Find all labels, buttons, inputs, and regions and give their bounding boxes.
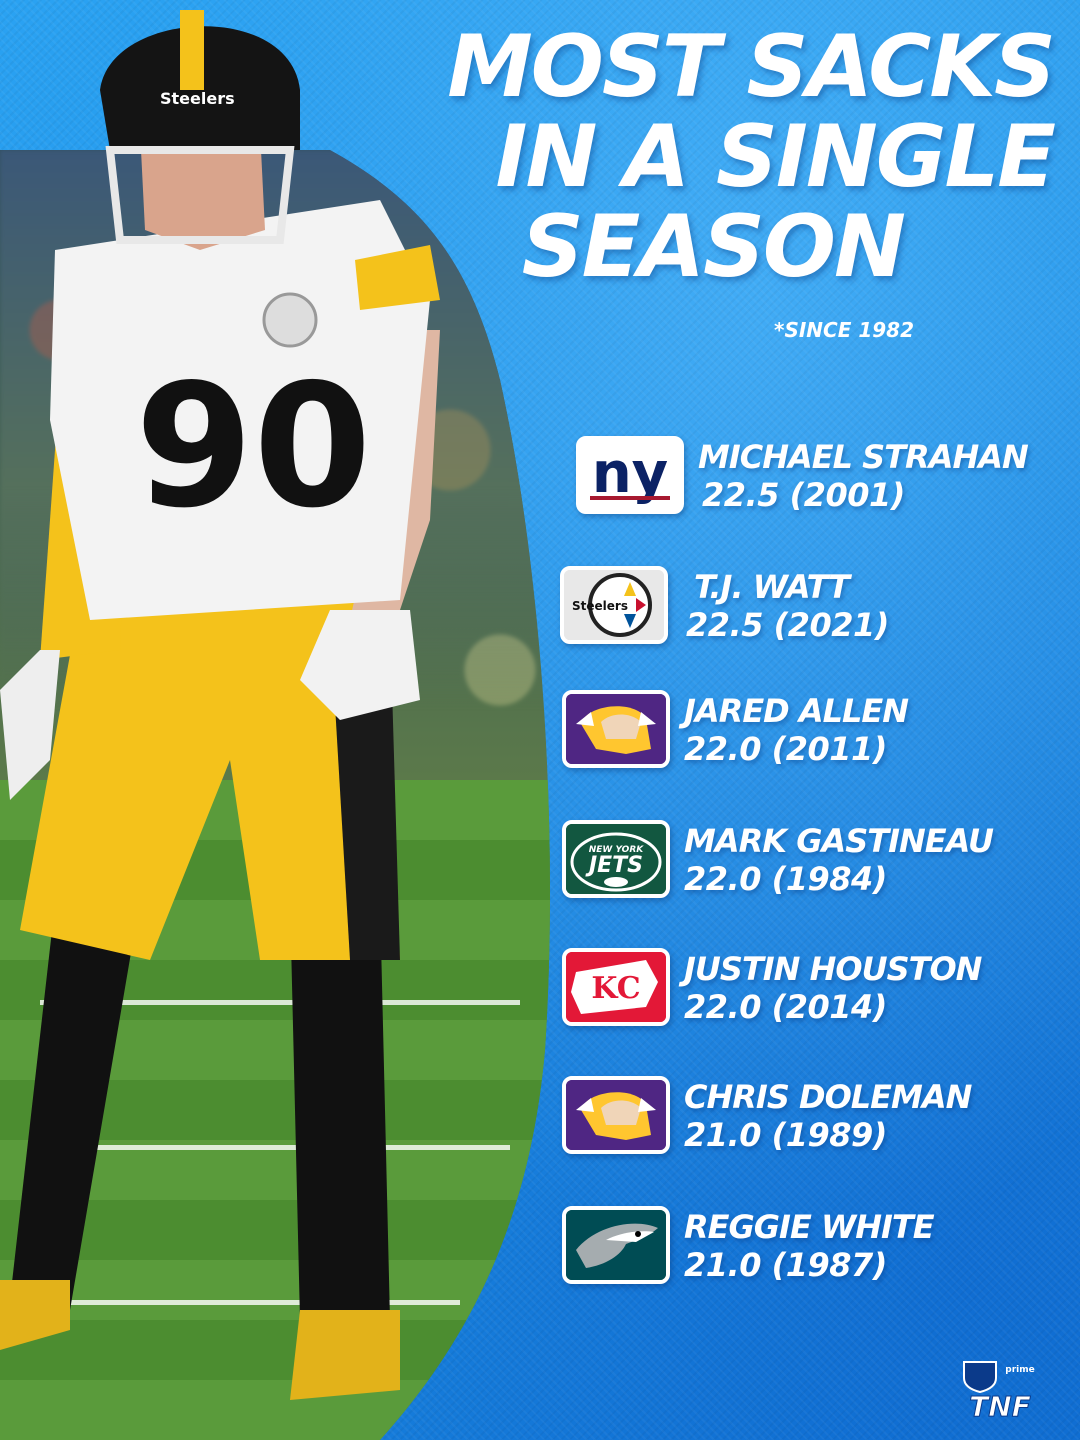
player-stat: 21.0 (1987)	[684, 1246, 887, 1284]
player-name: JUSTIN HOUSTON	[684, 950, 982, 988]
subtitle: *SINCE 1982	[773, 318, 914, 342]
player-name: CHRIS DOLEMAN	[684, 1078, 972, 1116]
svg-text:prime: prime	[1005, 1365, 1034, 1375]
yard-line	[40, 1145, 510, 1150]
svg-text:Steelers: Steelers	[572, 599, 628, 613]
jersey-number: 90	[135, 348, 372, 546]
svg-text:KC: KC	[591, 971, 640, 1006]
player-name: MICHAEL STRAHAN	[698, 438, 1029, 476]
svg-text:ny: ny	[592, 441, 668, 506]
player-stat: 21.0 (1989)	[684, 1116, 887, 1154]
title-line-3: SEASON	[521, 197, 906, 297]
chiefs-logo-icon: KC	[562, 948, 670, 1026]
svg-text:NEW YORK: NEW YORK	[589, 845, 645, 855]
player-stat: 22.0 (1984)	[684, 860, 887, 898]
svg-text:JETS: JETS	[585, 853, 643, 878]
yard-line	[40, 1000, 520, 1005]
player-name: T.J. WATT	[694, 568, 850, 606]
tnf-logo-icon: prime TNF	[963, 1361, 1035, 1422]
jets-logo-icon: NEW YORK JETS	[562, 820, 670, 898]
steelers-logo-icon: Steelers	[560, 566, 668, 644]
vikings-logo-icon	[562, 690, 670, 768]
vikings-logo-icon	[562, 1076, 670, 1154]
player-name: JARED ALLEN	[684, 692, 909, 730]
eagles-logo-icon	[562, 1206, 670, 1284]
player-stat: 22.0 (2011)	[684, 730, 887, 768]
page-title: MOST SACKS IN A SINGLE SEASON	[334, 17, 1056, 297]
title-line-1: MOST SACKS	[447, 17, 1056, 117]
helmet-text: Steelers	[160, 89, 235, 108]
player-name: MARK GASTINEAU	[684, 822, 994, 860]
yard-line	[40, 1300, 460, 1305]
player-stat: 22.5 (2001)	[702, 476, 905, 514]
player-figure: 90 Steelers	[0, 10, 440, 1400]
title-line-2: IN A SINGLE	[495, 107, 1056, 207]
player-name: REGGIE WHITE	[684, 1208, 935, 1246]
player-stat: 22.0 (2014)	[684, 988, 887, 1026]
player-stat: 22.5 (2021)	[686, 606, 889, 644]
giants-logo-icon: ny	[576, 436, 684, 514]
svg-text:TNF: TNF	[969, 1390, 1031, 1422]
